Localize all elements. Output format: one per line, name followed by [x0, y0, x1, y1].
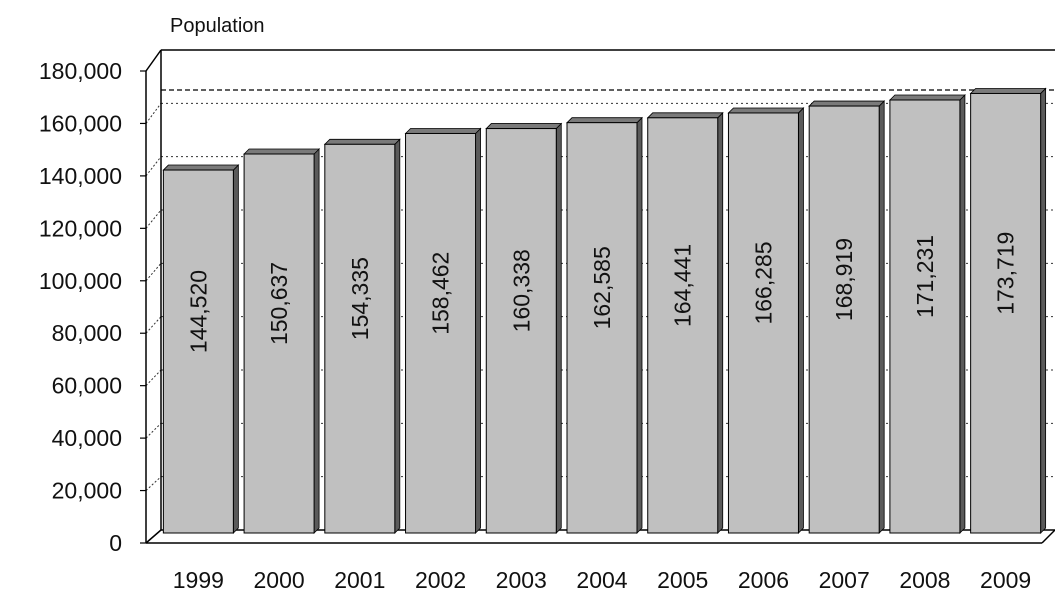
x-tick-label: 2000	[254, 567, 305, 593]
x-tick-label: 1999	[173, 567, 224, 593]
y-tick-label: 100,000	[39, 268, 122, 294]
bar-side	[232, 164, 239, 534]
gridline-depth	[145, 476, 162, 491]
x-tick-label: 2007	[819, 567, 870, 593]
bar-top	[888, 94, 966, 101]
bar-top	[566, 117, 643, 124]
bar-top	[162, 164, 240, 171]
bar-top	[323, 138, 401, 145]
label-layer: 0 20,000 40,000 60,000 80,000 100,000 120,000 1…	[39, 58, 1031, 593]
y-tick-label: 140,000	[39, 163, 122, 189]
y-axis-label: Population	[170, 15, 265, 37]
gridline-depth	[145, 209, 162, 229]
y-tick-label: 20,000	[52, 478, 122, 504]
bar-side	[1040, 87, 1047, 534]
bar-value-label: 164,441	[670, 244, 696, 327]
bar	[324, 143, 396, 534]
wall-edge	[145, 49, 162, 72]
bar	[727, 112, 799, 534]
bar	[647, 117, 719, 534]
bar-layer	[162, 87, 1047, 534]
bar-top	[404, 128, 482, 134]
bar	[162, 169, 234, 534]
bar-value-label: 144,520	[185, 270, 211, 353]
gridline-depth	[145, 103, 162, 124]
gridline-depth	[145, 263, 162, 282]
bar-value-label: 171,231	[912, 235, 938, 318]
bar	[485, 128, 557, 534]
bar-value-label: 160,338	[508, 249, 534, 332]
bar-side	[717, 111, 724, 534]
bar-value-label: 150,637	[266, 262, 292, 345]
x-tick-label: 2002	[415, 567, 466, 593]
y-tick-label: 180,000	[39, 58, 122, 84]
bar-top	[727, 107, 805, 114]
bar-side	[636, 116, 643, 534]
y-tick-label: 60,000	[52, 373, 122, 399]
x-tick-label: 2008	[899, 567, 950, 593]
bar	[405, 132, 477, 534]
x-tick-label: 2005	[657, 567, 708, 593]
bar-top	[243, 148, 321, 155]
bar-value-label: 158,462	[428, 252, 454, 335]
y-tick-label: 160,000	[39, 110, 122, 136]
bar-value-label: 173,719	[993, 232, 1019, 315]
bar-side	[798, 106, 804, 534]
x-tick-label: 2003	[496, 567, 547, 593]
gridline-depth	[145, 369, 162, 387]
bar-top	[646, 112, 724, 119]
bar-top	[969, 88, 1047, 94]
bar	[243, 153, 315, 534]
bar-value-label: 162,585	[589, 246, 615, 329]
bar-value-label: 154,335	[347, 257, 373, 340]
bar-side	[475, 127, 481, 534]
y-tick-label: 80,000	[52, 320, 122, 346]
bar-top	[485, 123, 563, 129]
floor-left-edge	[145, 529, 162, 544]
bar-side	[878, 100, 885, 534]
bar	[808, 105, 880, 534]
y-tick-label: 120,000	[39, 215, 122, 241]
x-tick-label: 2006	[738, 567, 789, 593]
y-tick-label: 40,000	[52, 425, 122, 451]
y-tick-label: 0	[109, 530, 122, 556]
floor-edge	[1041, 529, 1055, 544]
x-tick-label: 2001	[334, 567, 385, 593]
bar-side	[313, 148, 320, 534]
gridline-depth	[145, 422, 162, 439]
bar	[889, 99, 961, 534]
bar	[566, 122, 638, 534]
gridline-depth	[145, 316, 162, 334]
x-tick-label: 2009	[980, 567, 1031, 593]
bar-side	[394, 138, 401, 534]
bar-value-label: 168,919	[831, 238, 857, 321]
gridline-depth	[145, 156, 162, 177]
bar-side	[555, 122, 562, 534]
bar	[970, 92, 1042, 534]
bar-value-label: 166,285	[750, 241, 776, 324]
bar-side	[959, 94, 966, 534]
x-tick-label: 2004	[576, 567, 627, 593]
bar-top	[808, 100, 886, 107]
